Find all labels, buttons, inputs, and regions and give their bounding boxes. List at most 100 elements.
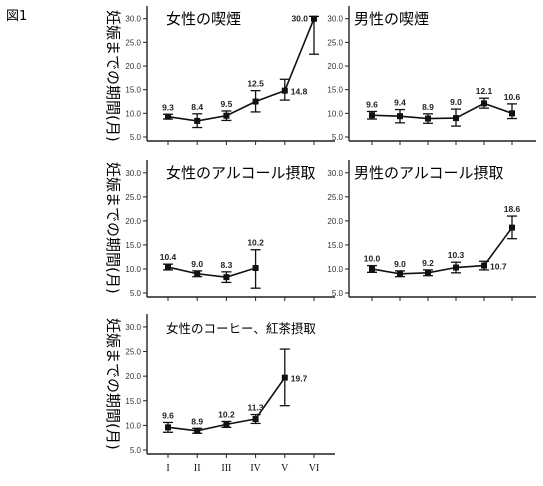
panel-title: 男性の喫煙 [354,10,429,28]
chart-panel-5: 5.010.015.020.025.030.0I II III IV V VI女性のコーヒ… [125,314,335,474]
x-tick-label: I [166,463,169,474]
y-tick-label: 30.0 [125,169,141,178]
y-tick-label: 20.0 [125,62,141,71]
figure-label: 図1 [6,9,27,24]
data-label: 9.5 [220,99,232,109]
data-label: 9.0 [394,259,406,269]
data-label: 10.0 [364,254,381,264]
y-tick-label: 10.0 [125,109,141,118]
y-tick-label: 5.0 [130,446,142,455]
data-point [425,269,431,276]
data-label: 12.5 [247,79,264,89]
chart-panel-3: 5.0 10.0 15.0 20.0 25.0 30.0 女性のアルコール摂取 10.4 9.0… [125,160,335,301]
data-label: 30.0 [291,14,308,24]
panel-title: 女性のコーヒー、紅茶摂取 [166,321,316,336]
y-tick-label: 5.0 [130,289,142,298]
y-tick-label: 15.0 [327,86,343,95]
data-point [252,265,259,271]
data-point [165,113,171,120]
x-tick-label: V [281,463,289,474]
y-axis-label-row-3: 妊娠までの期間(月) [104,318,122,450]
x-tick-label: VI [309,463,320,474]
data-label: 11.3 [248,403,264,413]
y-tick-label: 10.0 [125,421,141,430]
data-point [509,224,515,231]
y-tick-label: 10.0 [327,109,343,118]
data-label: 9.3 [162,102,174,112]
y-axis-label-row-2: 妊娠までの期間(月) [104,162,122,294]
data-point [223,421,230,428]
panel-title: 女性の喫煙 [166,10,241,28]
y-tick-label: 10.0 [327,265,343,274]
data-label: 10.6 [504,92,521,102]
data-point [165,424,171,431]
x-tick-label: II [194,463,201,474]
y-tick-label: 10.0 [125,265,141,274]
data-label: 8.4 [191,102,203,112]
y-tick-label: 20.0 [125,372,141,381]
x-tick-label: III [221,463,231,474]
x-tick-label: IV [250,463,261,474]
y-tick-label: 25.0 [327,193,343,202]
data-label: 18.6 [504,204,521,214]
y-tick-label: 20.0 [327,217,343,226]
data-point [453,264,459,271]
data-label: 8.9 [422,102,434,112]
data-label: 9.0 [191,259,203,269]
data-point [311,15,317,22]
series-line [167,18,315,122]
series-line [371,102,513,120]
y-tick-label: 30.0 [125,323,141,332]
data-label: 9.6 [366,99,378,109]
chart-panels: 5.0 10.0 15.0 20.0 25.0 30.0 女性の喫煙 9.3 8.4 9.5 12.… [125,6,536,474]
data-point [397,113,403,120]
data-point [252,415,259,422]
y-tick-label: 25.0 [327,38,343,47]
data-point [194,270,201,277]
data-label: 10.4 [160,252,177,262]
y-tick-label: 25.0 [125,38,141,47]
y-tick-label: 30.0 [125,15,141,24]
data-point [369,265,375,272]
chart-panel-2: 5.0 10.0 15.0 20.0 25.0 30.0 男性の喫煙 9.6 9.4 8.9 9.0… [327,6,536,145]
y-axis-label-row-1: 妊娠までの期間(月) [104,10,122,142]
data-point [223,112,230,119]
data-label: 10.2 [247,238,264,248]
data-point [194,427,201,434]
panel-title: 女性のアルコール摂取 [166,164,316,182]
data-label: 19.7 [291,374,308,384]
data-label: 10.2 [218,409,235,419]
y-tick-label: 15.0 [125,397,141,406]
chart-panel-4: 5.0 10.0 15.0 20.0 25.0 30.0 男性のアルコール摂取 10.0 9.0… [327,160,536,301]
data-point [397,270,403,277]
data-point [281,374,288,381]
data-point [223,274,230,281]
data-point [165,264,171,271]
data-label: 8.3 [220,260,232,270]
data-label: 10.7 [490,262,507,272]
y-tick-label: 15.0 [327,241,343,250]
data-point [453,115,459,122]
data-point [509,110,515,117]
y-tick-label: 5.0 [130,133,142,142]
y-tick-label: 25.0 [125,348,141,357]
data-point [481,262,487,269]
data-label: 9.0 [450,97,462,107]
series-line [167,266,256,278]
data-label: 9.4 [394,98,406,108]
y-tick-label: 15.0 [125,86,141,95]
data-point [252,98,259,105]
data-point [194,117,201,124]
y-tick-label: 30.0 [327,169,343,178]
data-label: 12.1 [476,86,493,96]
data-label: 8.9 [191,416,203,426]
y-tick-label: 5.0 [332,133,344,142]
y-tick-label: 20.0 [125,217,141,226]
y-tick-label: 20.0 [327,62,343,71]
y-tick-label: 30.0 [327,15,343,24]
data-label: 9.2 [422,258,434,268]
y-tick-label: 15.0 [125,241,141,250]
data-label: 14.8 [291,87,308,97]
y-tick-label: 25.0 [125,193,141,202]
